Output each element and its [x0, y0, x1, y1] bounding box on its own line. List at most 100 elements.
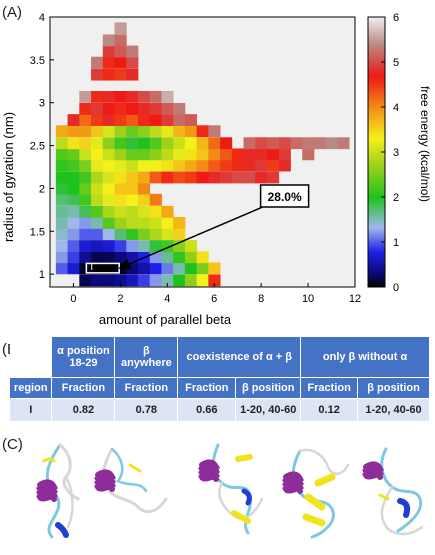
- heatmap-cell: [55, 125, 68, 138]
- heatmap-cell: [79, 240, 92, 252]
- heatmap-cell: [79, 148, 92, 161]
- heatmap-cell: [114, 251, 127, 264]
- table-row: I 0.82 0.78 0.66 1-20, 40-60 0.12 1-20, …: [10, 398, 430, 421]
- heatmap-cell: [126, 68, 139, 81]
- heatmap-cell: [255, 171, 268, 184]
- heatmap-cell: [220, 137, 233, 150]
- heatmap-cell: [161, 217, 174, 229]
- subheader-fraction: Fraction: [51, 377, 116, 399]
- heatmap-cell: [255, 148, 268, 161]
- heatmap-cell: [126, 159, 139, 172]
- heatmap-cell: [79, 114, 92, 126]
- heatmap-cell: [196, 159, 209, 172]
- heatmap-cell: [114, 193, 127, 206]
- heatmap-cell: [102, 56, 115, 69]
- heatmap-cell: [161, 240, 174, 252]
- heatmap-cell: [67, 205, 80, 218]
- heatmap-cell: [243, 137, 256, 150]
- heatmap-cell: [91, 205, 104, 218]
- heatmap-cell: [102, 274, 115, 287]
- heatmap-cell: [278, 137, 291, 150]
- heatmap-cell: [79, 137, 92, 150]
- heatmap-cell: [173, 228, 186, 240]
- heatmap-cell: [267, 137, 280, 150]
- heatmap-cell: [313, 137, 327, 150]
- heatmap-cell: [91, 251, 104, 264]
- y-tick-label: 4: [39, 12, 45, 24]
- annotation-box: [259, 184, 310, 208]
- heatmap-cell: [67, 137, 80, 150]
- heatmap-cell: [173, 103, 186, 115]
- heatmap-cell: [114, 171, 127, 184]
- heatmap-cell: [173, 240, 186, 252]
- table-cell: 1-20, 40-60: [357, 398, 430, 421]
- x-tick-label: 10: [302, 293, 314, 305]
- heatmap-cell: [267, 159, 280, 172]
- heatmap-cell: [126, 45, 139, 58]
- heatmap-cell: [91, 56, 104, 69]
- heatmap-cell: [79, 274, 92, 287]
- heatmap-cell: [67, 114, 80, 126]
- header-alpha-position: α position 18-29: [51, 337, 116, 378]
- heatmap-cell: [91, 114, 104, 126]
- heatmap-cell: [102, 182, 115, 195]
- heatmap-cell: [149, 91, 162, 103]
- heatmap-cell: [126, 262, 139, 275]
- heatmap-cell: [91, 240, 104, 252]
- heatmap-cell: [196, 137, 209, 150]
- heatmap-cell: [91, 217, 104, 229]
- heatmap-cell: [149, 193, 162, 206]
- y-tick-label: 3: [39, 98, 45, 110]
- table-group-header-row: α position 18-29 β anywhere coexistence …: [10, 337, 430, 378]
- subheader-beta-position: β position: [357, 377, 430, 399]
- heatmap-cell: [208, 262, 221, 275]
- heatmap-cell: [126, 274, 139, 287]
- heatmap-cell: [126, 114, 139, 126]
- table-cell: 0.66: [177, 398, 237, 421]
- heatmap-cell: [102, 137, 115, 150]
- heatmap-cell: [184, 240, 198, 252]
- panel-a: (A): [1, 4, 432, 327]
- table-cell: 0.78: [114, 398, 179, 421]
- protein-structure-2: [94, 447, 168, 513]
- heatmap-cell: [67, 217, 80, 229]
- heatmap-cell: [149, 262, 162, 275]
- heatmap-cell: [91, 103, 104, 115]
- heatmap-cell: [184, 125, 198, 138]
- heatmap-cell: [149, 137, 162, 150]
- heatmap-cell: [149, 251, 162, 264]
- heatmap-cell: [302, 137, 315, 150]
- heatmap-cell: [114, 103, 127, 115]
- colorbar-tick-label: 5: [393, 57, 399, 69]
- heatmap-cell: [173, 114, 186, 126]
- heatmap-cell: [67, 228, 80, 240]
- heatmap-cell: [126, 125, 139, 138]
- heatmap-cell: [102, 45, 115, 58]
- subheader-fraction: Fraction: [177, 377, 237, 399]
- heatmap-cell: [91, 171, 104, 184]
- subheader-fraction: Fraction: [114, 377, 179, 399]
- heatmap-cell: [137, 148, 151, 161]
- heatmap-cell: [102, 34, 115, 47]
- heatmap-cell: [137, 262, 151, 275]
- protein-structure-1: [36, 443, 80, 539]
- heatmap-cell: [114, 182, 127, 195]
- heatmap-cell: [55, 159, 68, 172]
- heatmap-cell: [102, 148, 115, 161]
- heatmap-cell: [184, 171, 198, 184]
- heatmap-cell: [161, 103, 174, 115]
- heatmap-cell: [137, 217, 151, 229]
- heatmap-cell: [55, 228, 68, 240]
- heatmap-cell: [79, 193, 92, 206]
- heatmap-cell: [231, 148, 244, 161]
- heatmap-cell: [102, 68, 115, 81]
- heatmap-cell: [278, 148, 291, 161]
- table-cell: 1-20, 40-60: [235, 398, 302, 421]
- heatmap-cell: [137, 182, 151, 195]
- heatmap-cell: [208, 125, 221, 138]
- heatmap-cell: [337, 137, 350, 150]
- heatmap-cell: [137, 159, 151, 172]
- heatmap-cell: [67, 159, 80, 172]
- heatmap-cell: [102, 251, 115, 264]
- heatmap-cell: [137, 228, 151, 240]
